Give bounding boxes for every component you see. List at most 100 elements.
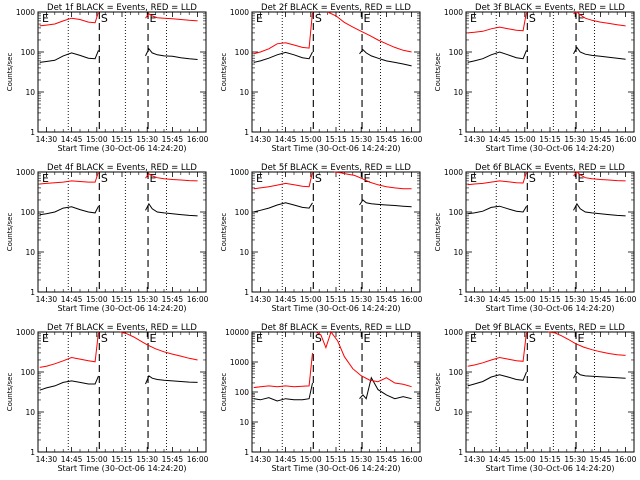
panel-title: Det 7f BLACK = Events, RED = LLD [47, 323, 197, 333]
panel-title: Det 6f BLACK = Events, RED = LLD [475, 163, 625, 173]
events-series-line [39, 375, 99, 391]
x-tick-label: 15:00 [300, 295, 322, 304]
y-tick-label: 1 [458, 128, 463, 137]
x-tick-label: 15:15 [111, 295, 133, 304]
marker-label-e: E [42, 332, 49, 345]
x-tick-label: 14:45 [275, 135, 297, 144]
x-tick-label: 15:15 [539, 135, 561, 144]
x-tick-label: 16:00 [615, 135, 637, 144]
x-tick-label: 15:00 [514, 455, 536, 464]
y-tick-label: 1 [30, 288, 35, 297]
plot-frame [251, 11, 421, 133]
y-tick-label: 100 [235, 388, 250, 397]
x-axis-label: Start Time (30-Oct-06 14:24:20) [485, 304, 614, 313]
lld-series-line [39, 331, 99, 368]
plot-frame [465, 171, 635, 293]
lld-series-line [145, 173, 198, 182]
x-tick-label: 14:30 [250, 135, 272, 144]
x-tick-label: 15:15 [325, 135, 347, 144]
lld-series-line [327, 11, 412, 53]
plot-frame [465, 331, 635, 453]
lld-series-line [120, 331, 198, 361]
y-tick-label: 1000 [230, 168, 249, 177]
y-tick-label: 10 [25, 248, 35, 257]
events-series-line [359, 376, 412, 400]
panel-det-2: Det 2f BLACK = Events, RED = LLD 1 10 100 10… [220, 3, 423, 153]
marker-label-s: S [529, 172, 536, 185]
x-tick-label: 15:15 [325, 295, 347, 304]
x-tick-label: 14:45 [489, 135, 511, 144]
y-tick-label: 1 [30, 448, 35, 457]
marker-label-e: E [470, 332, 477, 345]
marker-label-e: E [578, 332, 585, 345]
y-axis-label: Counts/sec [434, 53, 442, 92]
x-tick-label: 15:15 [539, 455, 561, 464]
lld-series-line [39, 11, 99, 27]
lld-series-line [145, 13, 198, 22]
events-series-line [145, 202, 198, 217]
lld-series-line [467, 11, 527, 34]
plot-frame [251, 331, 421, 453]
marker-label-e: E [578, 172, 585, 185]
y-tick-label: 1 [458, 288, 463, 297]
x-tick-label: 15:45 [590, 295, 612, 304]
marker-label-s: S [101, 332, 108, 345]
panel-title: Det 2f BLACK = Events, RED = LLD [261, 3, 411, 13]
x-tick-label: 15:00 [514, 295, 536, 304]
panel-title: Det 1f BLACK = Events, RED = LLD [47, 3, 197, 13]
x-tick-label: 15:30 [136, 295, 158, 304]
marker-label-e: E [364, 332, 371, 345]
panel-det-3: Det 3f BLACK = Events, RED = LLD 1 10 100 10… [434, 3, 637, 153]
events-series-line [359, 199, 412, 208]
events-series-line [253, 202, 313, 213]
lld-series-line [315, 330, 412, 388]
x-tick-label: 14:30 [250, 455, 272, 464]
lld-series-line [467, 171, 527, 186]
panel-title: Det 8f BLACK = Events, RED = LLD [261, 323, 411, 333]
events-series-line [573, 371, 626, 379]
y-tick-label: 10 [239, 418, 249, 427]
panel-title: Det 4f BLACK = Events, RED = LLD [47, 163, 197, 173]
marker-label-s: S [315, 12, 322, 25]
events-series-line [467, 205, 527, 215]
marker-label-e: E [470, 12, 477, 25]
marker-label-s: S [529, 12, 536, 25]
plot-frame [37, 331, 207, 453]
y-tick-label: 10 [453, 88, 463, 97]
y-tick-label: 1000 [444, 168, 463, 177]
panel-det-8: Det 8f BLACK = Events, RED = LLD 1 10 100 10… [220, 323, 423, 473]
panel-det-4: Det 4f BLACK = Events, RED = LLD 1 10 100 10… [6, 163, 209, 313]
x-tick-label: 14:45 [61, 295, 83, 304]
events-series-line [359, 48, 412, 67]
lld-series-line [548, 331, 626, 356]
x-tick-label: 16:00 [187, 295, 209, 304]
y-tick-label: 10000 [225, 328, 249, 337]
lld-series-line [573, 11, 626, 27]
y-tick-label: 1000 [16, 328, 35, 337]
lld-series-line [39, 171, 99, 185]
y-tick-label: 10 [239, 88, 249, 97]
panel-det-1: Det 1f BLACK = Events, RED = LLD 1 10 100 10… [6, 3, 209, 153]
marker-label-e: E [578, 12, 585, 25]
y-tick-label: 1000 [444, 8, 463, 17]
y-tick-label: 100 [449, 48, 464, 57]
marker-label-s: S [315, 332, 322, 345]
y-tick-label: 100 [21, 208, 36, 217]
y-axis-label: Counts/sec [220, 213, 228, 252]
events-series-line [253, 382, 313, 402]
x-axis-label: Start Time (30-Oct-06 14:24:20) [57, 144, 186, 153]
x-axis-label: Start Time (30-Oct-06 14:24:20) [271, 464, 400, 473]
y-tick-label: 100 [449, 208, 464, 217]
x-tick-label: 15:00 [86, 135, 108, 144]
y-tick-label: 1000 [16, 168, 35, 177]
lld-series-line [253, 352, 313, 389]
x-tick-label: 15:30 [350, 455, 372, 464]
x-tick-label: 14:45 [61, 135, 83, 144]
y-tick-label: 100 [449, 368, 464, 377]
y-tick-label: 1000 [16, 8, 35, 17]
events-series-line [39, 205, 99, 216]
x-tick-label: 15:15 [325, 455, 347, 464]
x-tick-label: 16:00 [187, 455, 209, 464]
x-tick-label: 16:00 [401, 455, 423, 464]
